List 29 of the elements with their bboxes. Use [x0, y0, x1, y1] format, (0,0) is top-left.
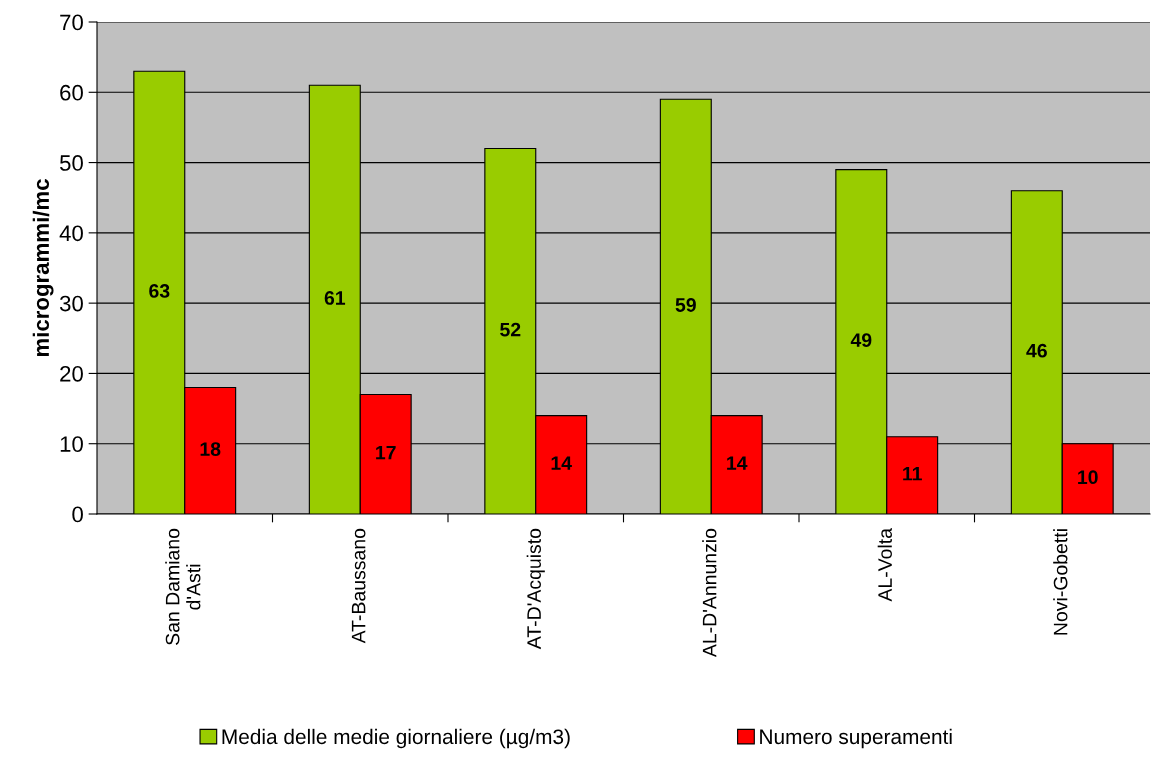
legend-label: Numero superamenti — [760, 728, 952, 749]
data-label: 63 — [149, 284, 170, 298]
legend-label: Media delle medie giornaliere (µg/m3) — [222, 728, 570, 749]
data-label: 46 — [1026, 343, 1047, 358]
y-tick-label: 10 — [60, 436, 83, 452]
data-label: 11 — [903, 466, 922, 481]
data-label: 52 — [500, 322, 521, 337]
y-tick-label: 60 — [60, 84, 83, 101]
x-tick-label: Novi-Gobetti — [1053, 529, 1068, 635]
x-tick-label: AT-Baussano — [351, 528, 366, 644]
x-tick-label: AL-D'Annunzio — [702, 528, 717, 658]
data-label: 18 — [200, 442, 221, 456]
y-tick-label: 40 — [59, 225, 83, 242]
y-tick-label: 30 — [59, 295, 83, 312]
data-label: 14 — [727, 456, 748, 470]
y-axis-title: microgrammi/mc — [32, 179, 54, 357]
data-label: 61 — [324, 291, 346, 305]
y-tick-label: 0 — [72, 506, 83, 523]
y-tick-label: 70 — [60, 14, 83, 31]
data-label: 49 — [850, 333, 872, 348]
data-label: 14 — [551, 456, 572, 470]
data-label: 10 — [1078, 470, 1098, 485]
data-label: 17 — [376, 445, 396, 460]
x-tick-label: San Damiano d'Asti — [165, 528, 201, 645]
x-tick-label: AT-D'Acquisto — [526, 528, 545, 650]
x-tick-label: AL-Volta — [877, 528, 892, 602]
y-tick-label: 20 — [60, 365, 83, 382]
y-tick-label: 50 — [59, 155, 83, 171]
data-label: 59 — [675, 298, 696, 312]
